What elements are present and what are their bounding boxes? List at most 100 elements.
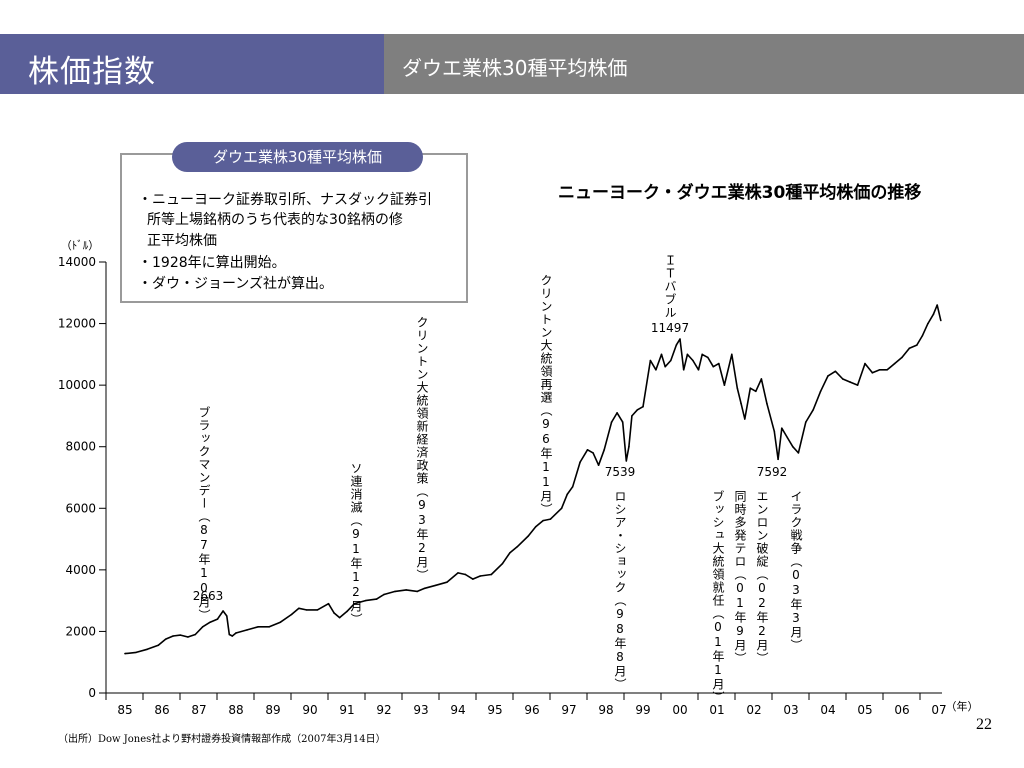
y-tick-label: 0 — [88, 686, 96, 700]
info-line: ・1928年に算出開始。 — [138, 255, 286, 271]
data-point — [621, 421, 624, 423]
data-point — [749, 387, 752, 390]
data-point — [586, 448, 589, 451]
y-axis-unit: （ﾄﾞﾙ） — [61, 239, 100, 252]
data-point — [509, 552, 511, 554]
data-point — [616, 412, 618, 414]
data-point — [792, 445, 794, 448]
event-annotation: ＩＴバブル — [663, 254, 677, 319]
data-point — [472, 578, 474, 580]
data-point — [597, 464, 600, 466]
data-point — [201, 626, 204, 628]
data-point — [780, 427, 783, 430]
data-point — [631, 415, 633, 417]
data-point — [625, 460, 628, 462]
data-point — [827, 375, 829, 377]
data-point — [279, 621, 282, 623]
data-point — [664, 365, 666, 368]
x-tick-label: 92 — [376, 703, 391, 717]
series-line — [124, 304, 942, 655]
data-point — [916, 344, 918, 346]
page-subtitle: ダウエ業株30種平均株価 — [402, 56, 628, 80]
event-annotation: ソ連消滅（91年12月） — [349, 462, 363, 626]
x-tick-label: 02 — [746, 703, 761, 717]
y-tick-label: 10000 — [58, 378, 96, 392]
x-tick-label: 93 — [413, 703, 428, 717]
data-point — [834, 370, 837, 373]
data-point — [766, 402, 768, 405]
data-point — [225, 615, 228, 617]
event-annotation: クリントン大統領新経済政策（93年2月） — [415, 316, 429, 582]
data-point — [842, 378, 844, 380]
info-box-tab: ダウエ業株30種平均株価 — [172, 142, 423, 172]
data-point — [209, 621, 211, 623]
data-point — [723, 384, 726, 386]
data-point — [124, 652, 126, 655]
header-subtitle-bar: ダウエ業株30種平均株価 — [384, 34, 1024, 94]
data-point — [534, 525, 537, 528]
data-point — [446, 581, 448, 583]
x-tick-label: 94 — [450, 703, 465, 717]
event-annotation: 同時多発テロ（01年9月） — [733, 490, 747, 665]
data-point — [886, 368, 888, 371]
x-tick-label: 87 — [191, 703, 206, 717]
data-point — [490, 573, 493, 576]
data-point — [743, 418, 746, 420]
data-point — [257, 626, 260, 628]
data-point — [364, 599, 367, 602]
data-point — [231, 635, 234, 637]
data-point — [501, 562, 504, 565]
data-point — [549, 518, 552, 520]
event-annotation: ロシア・ショック（98年8月） — [613, 490, 627, 691]
data-point — [338, 616, 341, 619]
data-point — [383, 593, 385, 596]
data-point — [435, 584, 437, 587]
data-point — [603, 448, 605, 451]
data-point — [542, 519, 544, 522]
data-point — [819, 390, 822, 393]
data-point — [592, 452, 594, 454]
data-point — [135, 651, 137, 654]
y-tick-label: 12000 — [58, 317, 96, 331]
data-point — [706, 356, 709, 359]
data-point — [908, 347, 911, 350]
data-point — [849, 381, 851, 383]
page-number: 22 — [976, 716, 992, 733]
data-point — [316, 609, 319, 611]
data-point — [901, 356, 903, 359]
event-annotation: エンロン破綻（02年2月） — [755, 490, 769, 665]
x-tick-label: 89 — [265, 703, 280, 717]
data-point — [649, 359, 652, 362]
x-tick-label: 96 — [524, 703, 539, 717]
data-point — [797, 452, 800, 454]
data-point — [628, 445, 630, 448]
data-point — [333, 612, 335, 614]
data-point — [936, 304, 938, 306]
value-label: 7592 — [757, 465, 788, 479]
data-point — [686, 353, 689, 356]
data-point — [579, 461, 581, 463]
data-point — [179, 634, 182, 636]
data-point — [636, 408, 639, 411]
data-point — [305, 609, 308, 611]
data-point — [879, 368, 881, 371]
data-point — [856, 384, 859, 386]
data-point — [731, 353, 733, 356]
data-point — [773, 430, 776, 433]
data-point — [777, 458, 779, 461]
header-title-bar: 株価指数 — [0, 34, 384, 94]
data-point — [327, 602, 330, 605]
data-point — [675, 344, 678, 346]
data-point — [610, 421, 613, 423]
data-point — [375, 598, 378, 600]
data-point — [194, 633, 197, 636]
info-line: 正平均株価 — [147, 233, 217, 249]
data-point — [697, 368, 700, 371]
x-tick-label: 91 — [339, 703, 354, 717]
data-point — [932, 313, 935, 316]
data-point — [660, 353, 663, 356]
data-point — [566, 493, 568, 496]
page-title: 株価指数 — [28, 54, 156, 90]
data-point — [216, 618, 219, 620]
data-point — [940, 319, 942, 322]
